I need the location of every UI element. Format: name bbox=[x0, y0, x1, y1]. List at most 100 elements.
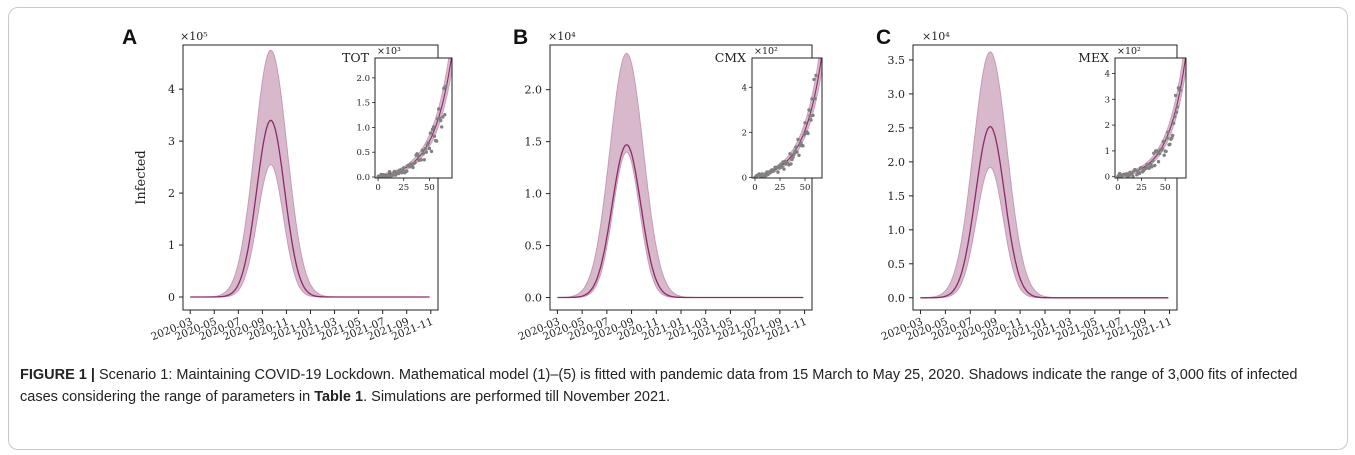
data-point bbox=[814, 73, 818, 78]
data-point bbox=[791, 155, 795, 159]
inset-a: 0.0 0.5 1.0 1.5 2.0 0 25 50 ×10³ bbox=[356, 46, 453, 193]
caption-text: Scenario 1: Maintaining COVID-19 Lockdow… bbox=[20, 367, 1298, 405]
y-tick-label: 0.0 bbox=[888, 292, 906, 305]
y-tick-label: 1.5 bbox=[525, 136, 543, 149]
figure-caption: FIGURE 1 | Scenario 1: Maintaining COVID… bbox=[20, 364, 1330, 408]
y-tick-label: 3.5 bbox=[888, 54, 906, 67]
data-point bbox=[411, 165, 415, 170]
data-point bbox=[443, 113, 447, 117]
data-point bbox=[419, 158, 423, 162]
y-tick-label: 3 bbox=[168, 135, 175, 148]
inset-x-tick-label: 50 bbox=[800, 183, 811, 193]
data-point bbox=[1166, 130, 1170, 134]
figure-panels: A ×10⁵012342020-032020-052020-072020-0920… bbox=[122, 26, 1187, 343]
data-point bbox=[809, 118, 813, 122]
data-point bbox=[413, 161, 417, 165]
data-point bbox=[760, 172, 764, 176]
data-point bbox=[1156, 160, 1161, 164]
data-point bbox=[427, 146, 432, 151]
panel-a: A ×10⁵012342020-032020-052020-072020-0920… bbox=[122, 26, 453, 343]
inset-plot bbox=[753, 58, 822, 178]
data-point bbox=[1153, 163, 1157, 168]
panel-title: CMX bbox=[715, 50, 746, 65]
data-point bbox=[1172, 114, 1177, 119]
data-point bbox=[426, 141, 431, 145]
inset-y-tick-label: 2 bbox=[742, 128, 747, 138]
inset-multiplier: ×10² bbox=[1117, 46, 1141, 57]
data-point bbox=[423, 147, 427, 151]
panel-letter: B bbox=[513, 26, 528, 49]
data-point bbox=[794, 145, 798, 149]
data-point bbox=[803, 121, 807, 125]
inset-x-tick-label: 0 bbox=[752, 183, 757, 193]
inset-x-tick-label: 50 bbox=[424, 183, 435, 193]
y-tick-label: 2.0 bbox=[888, 156, 906, 169]
data-point bbox=[796, 137, 800, 142]
inset-y-tick-label: 0.0 bbox=[356, 173, 370, 183]
y-axis-label: Infected bbox=[134, 150, 149, 205]
data-point bbox=[1175, 105, 1180, 109]
data-point bbox=[444, 84, 448, 89]
data-point bbox=[801, 144, 805, 148]
data-point bbox=[422, 158, 426, 162]
y-multiplier: ×10⁴ bbox=[548, 30, 576, 43]
inset-y-tick-label: 4 bbox=[1105, 69, 1110, 79]
inset-plot bbox=[376, 58, 452, 178]
data-point bbox=[789, 162, 793, 166]
data-point bbox=[782, 167, 786, 171]
data-point bbox=[1160, 146, 1165, 151]
y-tick-label: 2 bbox=[168, 187, 175, 200]
data-point bbox=[1150, 165, 1154, 169]
panel-letter: A bbox=[122, 26, 137, 49]
data-point bbox=[795, 150, 799, 154]
data-point bbox=[1162, 153, 1166, 157]
data-point bbox=[1151, 159, 1155, 163]
inset-mean-line bbox=[378, 58, 452, 177]
data-point bbox=[1174, 110, 1179, 115]
inset-multiplier: ×10² bbox=[754, 46, 778, 57]
data-point bbox=[428, 131, 433, 135]
data-point bbox=[441, 115, 445, 119]
inset-x-tick-label: 25 bbox=[398, 183, 409, 193]
data-point bbox=[772, 168, 776, 172]
y-tick-label: 2.5 bbox=[888, 122, 906, 135]
data-point bbox=[1157, 151, 1162, 156]
inset-multiplier: ×10³ bbox=[377, 46, 401, 57]
data-point bbox=[421, 151, 425, 156]
data-point bbox=[402, 166, 406, 170]
data-point bbox=[797, 153, 801, 157]
caption-text-end: . Simulations are performed till Novembe… bbox=[363, 389, 671, 405]
y-multiplier: ×10⁴ bbox=[922, 30, 950, 43]
data-point bbox=[429, 149, 434, 154]
inset-frame bbox=[1114, 57, 1187, 179]
inset-frame bbox=[751, 57, 823, 179]
panel-title: TOT bbox=[342, 50, 370, 65]
inset-c: 0 1 2 3 4 0 25 50 ×10² bbox=[1105, 46, 1187, 193]
inset-x-tick-label: 25 bbox=[775, 183, 786, 193]
data-point bbox=[808, 114, 812, 118]
inset-x-tick-label: 0 bbox=[1115, 183, 1120, 193]
inset-y-tick-label: 3 bbox=[1105, 95, 1110, 105]
data-point bbox=[430, 127, 435, 132]
uncertainty-band bbox=[557, 52, 804, 298]
data-point bbox=[1137, 171, 1142, 175]
y-tick-label: 1 bbox=[168, 239, 175, 252]
data-point bbox=[812, 77, 816, 82]
panel-c: C ×10⁴0.00.51.01.52.02.53.03.52020-032020… bbox=[876, 26, 1187, 343]
y-tick-label: 0.0 bbox=[525, 292, 543, 305]
data-point bbox=[1164, 149, 1168, 154]
data-point bbox=[811, 113, 815, 118]
data-point bbox=[405, 169, 409, 173]
y-tick-label: 1.0 bbox=[888, 224, 906, 237]
panel-title: MEX bbox=[1078, 50, 1109, 65]
panel-b: B ×10⁴0.00.51.01.52.02020-032020-052020-0… bbox=[513, 26, 823, 343]
data-point bbox=[1165, 136, 1169, 140]
data-point bbox=[1161, 139, 1166, 144]
data-point bbox=[1152, 151, 1156, 155]
mean-line bbox=[920, 125, 1169, 299]
mean-line bbox=[557, 144, 804, 299]
data-point bbox=[387, 170, 392, 174]
inset-y-tick-label: 0 bbox=[1105, 173, 1110, 183]
inset-frame bbox=[374, 57, 453, 179]
inset-y-tick-label: 1.0 bbox=[356, 123, 370, 133]
